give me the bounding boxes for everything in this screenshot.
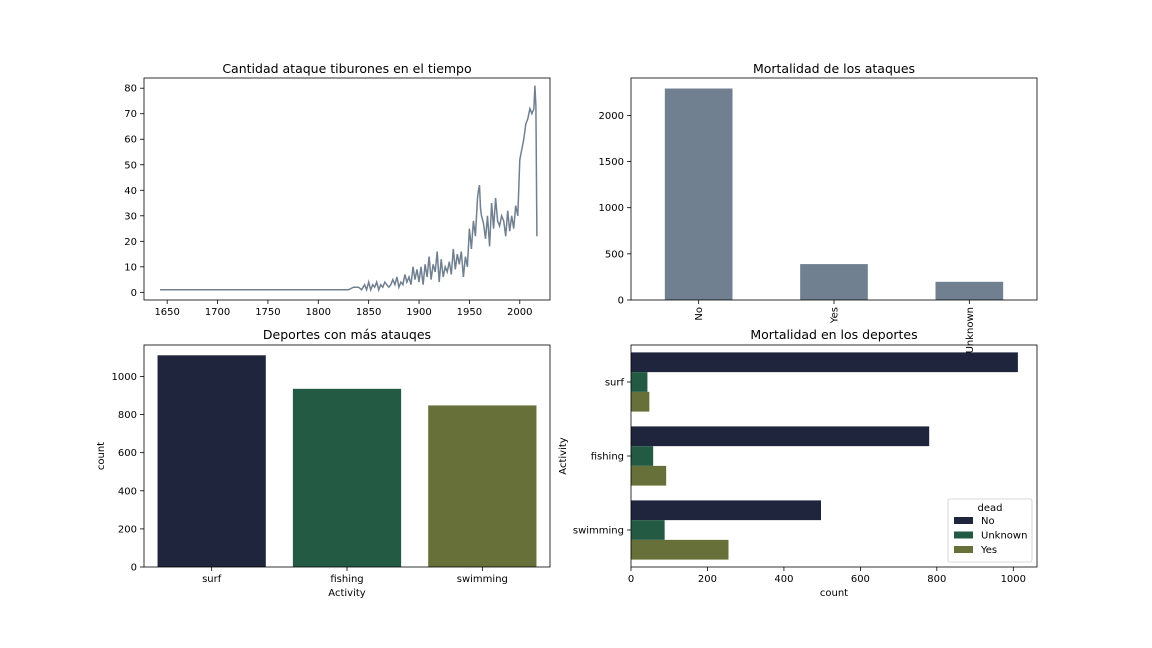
y-tick-label: surf [605, 378, 625, 389]
activity-chart-frame [143, 344, 551, 568]
bar-swimming-yes [631, 539, 729, 560]
y-tick-label: fishing [591, 452, 624, 463]
x-tick-label: 1950 [457, 307, 482, 318]
mortality-ticks: No Yes Unknown 0 500 1000 1500 2000 [599, 111, 976, 354]
x-tick-label: 400 [774, 574, 793, 585]
activity-ticks: surf fishing swimming 0 200 400 600 800 1000 [112, 372, 508, 585]
y-tick-label: 2000 [599, 111, 624, 122]
x-tick-label: 1850 [356, 307, 381, 318]
y-tick-label: 60 [124, 135, 137, 146]
x-tick-label: fishing [330, 574, 363, 585]
attacks-series-line [160, 85, 538, 293]
mortality-chart-frame [630, 77, 1038, 301]
x-tick-label: 1700 [205, 307, 230, 318]
bar-surf-yes [631, 391, 650, 412]
x-tick-label: surf [202, 574, 222, 585]
line-chart-frame [143, 77, 551, 301]
legend-items: No Unknown Yes [954, 516, 1027, 556]
x-tick-label: 1750 [255, 307, 280, 318]
y-tick-label: 500 [605, 249, 624, 260]
bar-fishing-yes [631, 465, 667, 486]
bar-fishing-no [631, 426, 930, 447]
x-tick-label: 1800 [306, 307, 331, 318]
x-tick-label: 2000 [507, 307, 532, 318]
line-chart-ticks: 1650 1700 1750 1800 1850 1900 1950 2000 0 10 20 30 4… [124, 84, 532, 318]
x-tick-label: No [694, 307, 705, 321]
sport-mortality-bars [631, 352, 1018, 560]
y-tick-label: swimming [573, 526, 624, 537]
panel-mortality-bars: Mortalidad de los ataques No Yes Unknown 0 5… [599, 61, 1038, 354]
activity-bars [157, 355, 537, 567]
legend-swatch [954, 517, 973, 524]
x-tick-label: Yes [830, 307, 841, 324]
bar-yes [800, 264, 868, 300]
x-tick-label: swimming [457, 574, 508, 585]
activity-x-axis-label: Activity [328, 588, 365, 599]
x-tick-label: Unknown [965, 307, 976, 353]
bar-no [664, 88, 733, 301]
y-tick-label: 20 [124, 237, 137, 248]
bar-swimming [428, 405, 537, 567]
mortality-bars [664, 88, 1004, 301]
bar-surf [157, 355, 266, 567]
mortality-chart-title: Mortalidad de los ataques [753, 61, 915, 76]
sport-mortality-title: Mortalidad en los deportes [750, 327, 917, 342]
legend-swatch [954, 546, 973, 553]
x-tick-label: 1900 [406, 307, 431, 318]
bar-fishing [292, 388, 402, 567]
legend-label: Unknown [981, 531, 1027, 542]
y-tick-label: 0 [131, 563, 137, 574]
legend-label: Yes [980, 545, 997, 556]
sport-mortality-x-axis-label: count [820, 588, 848, 599]
sport-mortality-frame [630, 344, 1038, 568]
x-tick-label: 200 [698, 574, 717, 585]
y-tick-label: 40 [124, 186, 137, 197]
x-tick-label: 1000 [1001, 574, 1026, 585]
x-tick-label: 600 [851, 574, 870, 585]
panel-activity-bars: Deportes con más atauqes surf fishing swim… [96, 327, 551, 599]
y-tick-label: 0 [131, 288, 137, 299]
legend-swatch [954, 531, 973, 539]
y-tick-label: 10 [124, 262, 137, 273]
x-tick-label: 1650 [154, 307, 179, 318]
x-tick-label: 800 [927, 574, 946, 585]
legend: dead No Unknown Yes [947, 498, 1033, 563]
legend-label: No [981, 516, 995, 527]
line-chart-title: Cantidad ataque tiburones en el tiempo [222, 61, 471, 76]
activity-y-axis-label: count [96, 442, 107, 470]
y-tick-label: 50 [124, 160, 137, 171]
bar-surf-no [631, 352, 1018, 373]
sport-mortality-ticks: surf fishing swimming 0 200 400 600 800 1000 [573, 378, 1026, 586]
sport-mortality-y-axis-label: Activity [558, 437, 569, 474]
panel-sport-mortality: Mortalidad en los deportes surf fishing sw… [558, 327, 1038, 599]
y-tick-label: 400 [118, 486, 137, 497]
y-tick-label: 1000 [112, 372, 137, 383]
x-tick-label: 0 [628, 574, 634, 585]
y-tick-label: 1000 [599, 203, 624, 214]
y-tick-label: 800 [118, 410, 137, 421]
y-tick-label: 80 [124, 84, 137, 95]
y-tick-label: 30 [124, 211, 137, 222]
bar-swimming-no [631, 500, 822, 521]
y-tick-label: 70 [124, 109, 137, 120]
panel-line-chart: Cantidad ataque tiburones en el tiempo 1… [124, 61, 551, 318]
bar-surf-unknown [631, 372, 648, 392]
legend-title: dead [978, 503, 1003, 514]
bar-fishing-unknown [631, 446, 654, 466]
bar-swimming-unknown [631, 520, 665, 540]
y-tick-label: 0 [618, 296, 624, 307]
y-tick-label: 600 [118, 448, 137, 459]
y-tick-label: 200 [118, 524, 137, 535]
bar-unknown [935, 281, 1004, 300]
activity-chart-title: Deportes con más atauqes [263, 327, 431, 342]
y-tick-label: 1500 [599, 157, 624, 168]
